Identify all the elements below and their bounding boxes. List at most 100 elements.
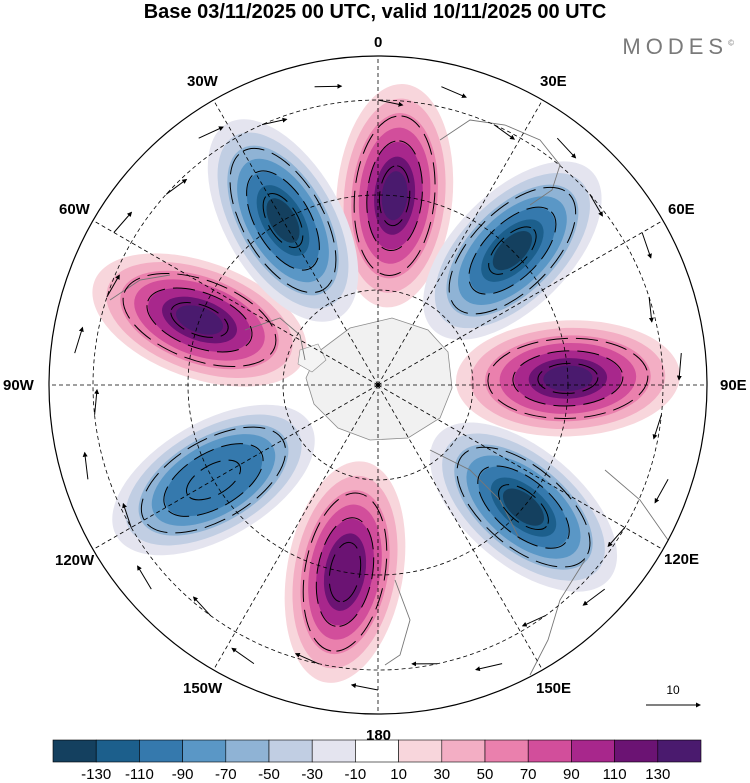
streamline-loop-6-1 <box>146 287 253 353</box>
meridian-210 <box>213 384 379 671</box>
wind-arrow <box>648 296 654 323</box>
colorbar-swatch-11 <box>527 739 572 763</box>
streamline-loop-6-0 <box>170 302 229 338</box>
longitude-label-7: 150W <box>183 680 223 697</box>
streamline-loop-3-1 <box>477 465 570 549</box>
wind-arrow <box>294 653 319 665</box>
longitude-label-2: 60E <box>668 201 695 218</box>
streamline-loop-0-2 <box>353 115 436 276</box>
colorbar-swatch-6 <box>311 739 356 763</box>
wind-arrow <box>377 99 404 107</box>
longitude-label-4: 120E <box>664 551 700 568</box>
longitude-label-0: 0 <box>374 34 383 51</box>
colorbar-tick-label-5: -30 <box>301 766 323 783</box>
colorbar-swatch-3 <box>182 739 227 763</box>
colorbar-swatch-0 <box>52 739 97 763</box>
longitude-label-11: 30W <box>187 73 218 90</box>
wind-arrow <box>261 117 288 126</box>
colorbar-tick-label-12: 110 <box>603 766 627 783</box>
meridian-30 <box>377 99 543 386</box>
longitude-label-5: 150E <box>536 680 572 697</box>
wind-arrow <box>582 588 605 606</box>
wind-arrow <box>82 451 89 480</box>
longitude-label-10: 60W <box>59 201 90 218</box>
wind-arrow <box>589 194 603 217</box>
streamline-loop-3-2 <box>456 446 591 568</box>
wind-arrow <box>231 647 255 665</box>
colorbar-swatch-12 <box>571 739 615 763</box>
colorbar-swatch-8 <box>398 739 443 763</box>
wind-arrow <box>106 274 120 298</box>
wind-arrow <box>198 126 224 139</box>
meridian-240 <box>92 384 379 550</box>
wind-arrow <box>350 683 379 691</box>
streamline-loop-1-2 <box>448 186 577 315</box>
colorbar-tick-label-9: 50 <box>477 766 494 783</box>
wind-arrow <box>521 615 546 627</box>
colorbar-swatch-4 <box>225 739 270 763</box>
wind-arrow <box>122 502 132 528</box>
colorbar-swatch-14 <box>657 739 702 763</box>
wind-arrow <box>607 527 626 547</box>
map-boundary <box>48 55 708 715</box>
wind-arrow <box>641 232 652 259</box>
colorbar-tick-label-3: -70 <box>215 766 237 783</box>
chart-title: Base 03/11/2025 00 UTC, valid 10/11/2025… <box>143 1 607 23</box>
longitude-label-3: 90E <box>720 377 747 394</box>
colorbar-tick-label-13: 130 <box>645 766 670 783</box>
streamline-loop-2-0 <box>537 362 599 394</box>
wind-arrow <box>113 211 133 233</box>
wind-arrow <box>475 663 503 672</box>
streamline-loop-2-2 <box>487 337 649 419</box>
streamline-loop-3-0 <box>498 484 549 531</box>
north-pole-marker <box>375 382 381 388</box>
reference-vector: 10 <box>646 683 701 708</box>
colorbar-swatch-9 <box>441 739 486 763</box>
wind-arrow <box>94 388 100 415</box>
colorbar-swatch-1 <box>95 739 140 763</box>
wind-arrow <box>441 86 467 98</box>
wind-arrow <box>165 178 188 195</box>
meridian-60 <box>377 220 664 386</box>
streamline-loop-4-2 <box>302 492 388 652</box>
longitude-label-8: 120W <box>55 552 95 569</box>
meridian-300 <box>92 220 379 386</box>
streamline-loop-6-2 <box>122 273 277 367</box>
colorbar-tick-label-10: 70 <box>520 766 537 783</box>
longitude-label-9: 90W <box>3 377 34 394</box>
colorbar-tick-label-4: -50 <box>258 766 280 783</box>
anomaly-lobe-6-level-6 <box>175 305 224 335</box>
modes-brand-logo: MODES© <box>622 34 734 60</box>
longitude-label-6: 180 <box>366 727 392 744</box>
wind-arrow <box>556 137 577 159</box>
colorbar-swatch-2 <box>139 739 183 763</box>
anomaly-lobe-3-level-6 <box>502 488 545 526</box>
meridian-120 <box>377 384 664 550</box>
colorbar-tick-label-1: -110 <box>125 766 154 783</box>
colorbar: -130 -110 -90 -70 -50 -30 -10 10 30 50 70 90 110 130 <box>52 739 702 783</box>
colorbar-tick-label-6: -10 <box>345 766 367 783</box>
meridian-330 <box>213 99 379 386</box>
colorbar-tick-label-2: -90 <box>172 766 194 783</box>
colorbar-tick-label-11: 90 <box>563 766 580 783</box>
wind-arrow <box>74 326 84 354</box>
meridian-150 <box>377 384 543 671</box>
wind-arrow <box>676 353 682 381</box>
wind-arrow <box>654 479 669 504</box>
colorbar-tick-label-0: -130 <box>81 766 111 783</box>
wind-arrow <box>652 414 662 440</box>
colorbar-swatch-10 <box>484 739 529 763</box>
colorbar-tick-label-7: 10 <box>390 766 407 783</box>
polar-ice-area <box>297 317 453 441</box>
lat-lon-grid <box>49 56 707 714</box>
colorbar-swatch-5 <box>268 739 313 763</box>
colorbar-swatch-13 <box>614 739 659 763</box>
latitude-circle-2 <box>92 99 664 671</box>
streamline-loop-4-1 <box>315 517 375 627</box>
wind-arrow <box>314 83 343 89</box>
streamline-loop-0-0 <box>378 165 411 227</box>
wind-arrow <box>493 124 516 140</box>
brand-name: MODES <box>622 34 729 59</box>
streamline-loop-2-1 <box>512 350 624 407</box>
